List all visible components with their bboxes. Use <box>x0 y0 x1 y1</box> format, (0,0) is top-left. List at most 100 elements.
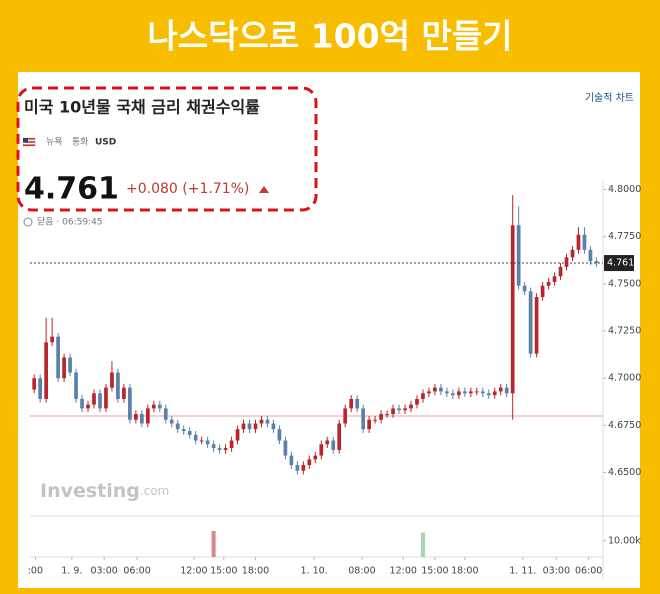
x-tick-label: 03:00 <box>90 566 117 577</box>
candle-body <box>409 404 413 409</box>
x-tick-label: 15:00 <box>421 566 448 577</box>
candle-body <box>235 429 240 441</box>
candle-body <box>594 261 599 264</box>
candle-body <box>510 225 515 394</box>
candle-body <box>145 408 150 424</box>
candle-body <box>199 440 204 442</box>
candle-body <box>38 378 43 399</box>
candle-body <box>439 387 443 392</box>
volume-bar <box>211 531 216 557</box>
y-tick-label: 4.7000 <box>608 373 641 384</box>
candle-body <box>259 419 264 424</box>
candle-body <box>528 291 533 354</box>
candle-body <box>325 440 330 445</box>
candle-body <box>421 393 425 399</box>
candle-body <box>445 391 449 394</box>
candle-body <box>373 419 377 421</box>
x-tick-label: 06:00 <box>575 566 602 577</box>
candle-body <box>289 455 294 466</box>
exchange: 뉴욕 <box>46 137 63 148</box>
candle-body <box>361 408 366 430</box>
market-status: 닫음 · 06:59:45 <box>37 216 103 228</box>
candle-body <box>205 440 210 445</box>
x-tick-label: 12:00 <box>390 566 417 577</box>
up-arrow <box>259 186 269 193</box>
volume-bar <box>420 532 425 557</box>
candle-body <box>319 444 324 456</box>
candle-body <box>391 408 395 415</box>
candle-body <box>343 408 348 424</box>
candle-body <box>163 408 168 420</box>
candle-body <box>283 440 288 456</box>
x-tick-label: 06:00 <box>123 566 150 577</box>
candle-body <box>355 398 360 409</box>
candle-body <box>492 391 497 396</box>
last-price-box <box>604 255 634 272</box>
candle-body <box>175 423 180 430</box>
flag <box>22 137 36 147</box>
banner-title: 나스닥으로 100억 만들기 <box>147 17 512 56</box>
watermark-suffix: .com <box>140 484 169 498</box>
candle-body <box>116 372 120 399</box>
candle-body <box>313 455 318 460</box>
candle-body <box>247 423 252 430</box>
candle-body <box>307 459 312 466</box>
x-tick-label: 1. 9. <box>61 566 82 577</box>
candle-body <box>104 387 108 409</box>
candle-body <box>32 378 37 390</box>
candle-body <box>68 357 72 373</box>
y-tick-label: 4.6750 <box>608 420 641 431</box>
candle-body <box>480 391 485 394</box>
candle-body <box>397 408 401 411</box>
highlight-box <box>16 86 318 212</box>
volume-tick-label: 10.00k <box>608 535 641 546</box>
tech-chart-link[interactable]: 기술적 차트 <box>585 92 634 104</box>
candle-body <box>558 266 563 277</box>
candle-body <box>576 234 581 250</box>
candle-body <box>433 387 437 392</box>
candle-body <box>241 423 246 430</box>
candle-body <box>474 391 479 393</box>
candle-body <box>546 281 551 286</box>
price: 4.761 <box>24 172 119 207</box>
candle-body <box>570 249 575 258</box>
candle-body <box>588 249 593 262</box>
price-change: +0.080 (+1.71%) <box>126 181 249 197</box>
candle-body <box>122 387 126 399</box>
candle-body <box>86 404 90 409</box>
y-tick-label: 4.8000 <box>608 184 641 195</box>
candle-body <box>522 285 527 292</box>
candle-body <box>128 387 132 420</box>
candle-body <box>451 393 455 396</box>
candle-body <box>187 431 192 435</box>
y-tick-label: 4.6500 <box>608 467 641 478</box>
candle-body <box>74 372 78 399</box>
candle-body <box>379 414 383 420</box>
x-tick-label: 1. 11. <box>509 566 536 577</box>
candle-body <box>211 444 216 449</box>
candle-body <box>181 429 186 432</box>
candle-body <box>331 440 336 450</box>
x-tick-label: 18:00 <box>451 566 478 577</box>
candle-body <box>157 404 162 409</box>
candle-body <box>427 391 431 394</box>
candle-body <box>151 404 156 409</box>
x-tick-label: 03:00 <box>543 566 570 577</box>
candle-body <box>229 440 234 449</box>
x-tick-label: 18:00 <box>242 566 269 577</box>
candle-body <box>62 357 66 379</box>
candle-body <box>44 342 49 399</box>
candle-body <box>486 393 491 396</box>
watermark-main: Investing <box>40 480 140 502</box>
candle-body <box>456 391 461 396</box>
candle-body <box>534 297 539 354</box>
candle-body <box>217 448 222 450</box>
panel <box>18 72 640 588</box>
candle-body <box>92 393 96 405</box>
candle-body <box>415 398 419 405</box>
candle-body <box>139 414 144 424</box>
candle-body <box>301 465 306 471</box>
candle-body <box>403 408 407 411</box>
candle-body <box>80 398 84 409</box>
